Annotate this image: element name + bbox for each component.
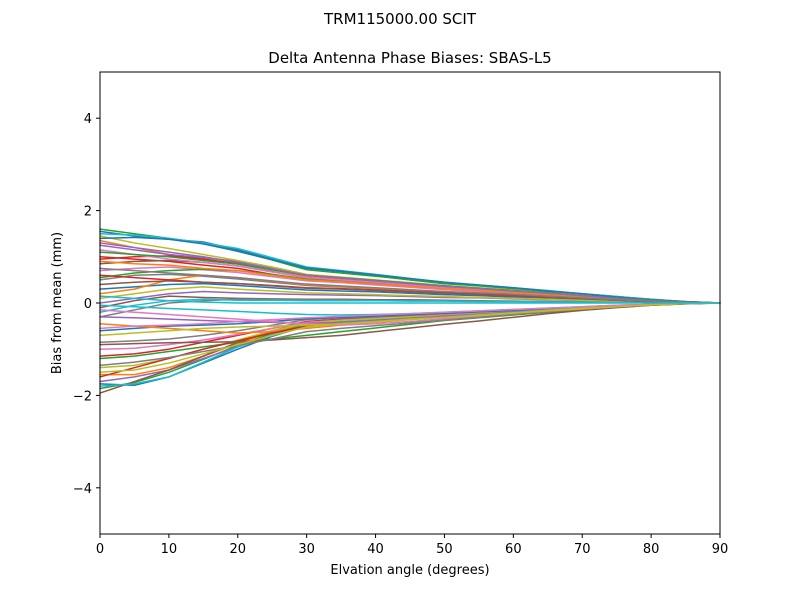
y-tick-label: −4 <box>73 482 92 497</box>
figure-suptitle: TRM115000.00 SCIT <box>323 10 477 28</box>
x-axis-label: Elvation angle (degrees) <box>330 563 489 578</box>
series-line-47 <box>99 302 721 330</box>
x-tick-label: 20 <box>230 542 247 557</box>
x-tick-label: 30 <box>298 542 315 557</box>
y-axis-ticks: −4 −2 0 2 4 <box>73 112 100 497</box>
series-line-36 <box>99 302 721 346</box>
y-axis-label: Bias from mean (mm) <box>50 232 65 374</box>
series-line-29 <box>99 302 721 369</box>
x-tick-label: 10 <box>161 542 178 557</box>
x-tick-label: 70 <box>574 542 591 557</box>
series-line-41 <box>99 236 721 304</box>
y-tick-label: 2 <box>84 205 92 220</box>
x-tick-label: 80 <box>643 542 660 557</box>
series-line-48 <box>99 267 721 304</box>
series-line-19 <box>99 286 721 304</box>
series-line-45 <box>99 242 721 304</box>
x-tick-label: 0 <box>96 542 104 557</box>
y-tick-label: 0 <box>84 297 92 312</box>
x-tick-label: 50 <box>436 542 453 557</box>
x-axis-ticks: 0 10 20 30 40 50 60 70 80 90 <box>96 534 728 557</box>
x-tick-label: 40 <box>367 542 384 557</box>
x-tick-label: 90 <box>712 542 729 557</box>
y-tick-label: −2 <box>73 389 92 404</box>
series-line-50 <box>99 295 721 304</box>
x-tick-label: 60 <box>505 542 522 557</box>
chart-title: Delta Antenna Phase Biases: SBAS-L5 <box>268 49 551 67</box>
plot-series-group <box>99 228 721 394</box>
series-line-49 <box>99 302 721 374</box>
y-tick-label: 4 <box>84 112 92 127</box>
